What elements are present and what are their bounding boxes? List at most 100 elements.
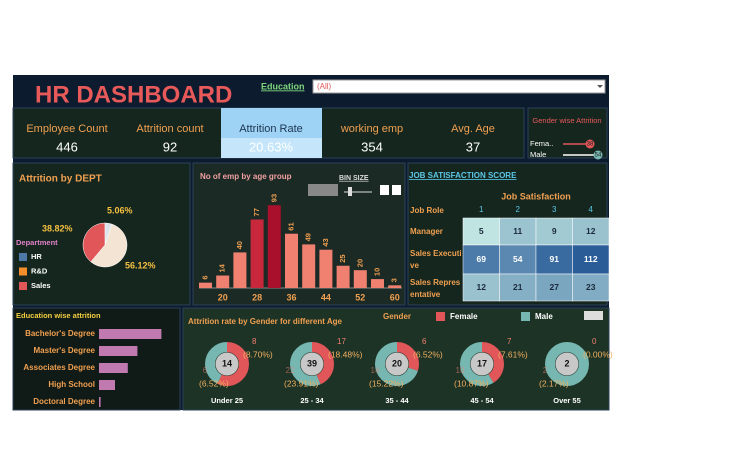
- bin-size-input[interactable]: [308, 184, 338, 196]
- x-tick-label: 52: [355, 292, 365, 302]
- pie-label: 5.06%: [107, 205, 133, 215]
- x-tick-label: 20: [218, 292, 228, 302]
- kpi-value: 37: [466, 139, 480, 154]
- x-tick-label: 44: [321, 292, 331, 302]
- filter-value: (All): [317, 82, 332, 91]
- bar: [99, 397, 101, 407]
- male-count: 10: [456, 366, 465, 375]
- female-count: 8: [252, 337, 257, 346]
- heatmap-cell: [499, 244, 537, 275]
- chart-title: No of emp by age group: [200, 172, 292, 181]
- female-count: 6: [422, 337, 427, 346]
- donut-segment: [290, 342, 334, 386]
- kpi-value: 354: [361, 139, 383, 154]
- donut-total: 39: [307, 358, 317, 368]
- cell-label: 91: [550, 254, 560, 264]
- heatmap-cell: [462, 273, 500, 302]
- male-count: 6: [203, 366, 208, 375]
- dashboard-title: HR DASHBOARD: [35, 81, 232, 108]
- filter-dropdown[interactable]: [312, 79, 606, 94]
- bar: [371, 279, 384, 288]
- bar: [250, 219, 264, 288]
- male-count: 2: [543, 366, 548, 375]
- chart-title: Attrition by DEPT: [19, 174, 102, 185]
- legend-label: HR: [31, 252, 42, 261]
- kpi-highlight: [221, 108, 322, 138]
- pie-slice: [82, 222, 106, 263]
- donut-segment: [545, 342, 589, 386]
- gender-filter-value: 38: [587, 142, 594, 148]
- scroll-buttons[interactable]: [584, 311, 603, 320]
- heatmap-cell: [462, 217, 500, 246]
- category-label: 35 - 44: [385, 396, 409, 405]
- gender-filter-title: Gender wise Attrition: [532, 116, 601, 125]
- legend-label: Male: [535, 312, 553, 321]
- kpi-value: 92: [163, 139, 177, 154]
- column-label: 2: [516, 205, 521, 214]
- bar: [267, 205, 281, 288]
- filter-label: Education: [261, 81, 305, 91]
- x-axis-title: Job Satisfaction: [501, 191, 571, 201]
- category-label: Bachelor's Degree: [25, 329, 95, 338]
- donut-total: 17: [477, 358, 487, 368]
- bar: [319, 249, 333, 288]
- cell-label: 69: [477, 254, 487, 264]
- bar: [99, 363, 128, 373]
- x-tick-label: 60: [390, 292, 400, 302]
- cell-label: 12: [477, 282, 487, 292]
- female-percent: (18.48%): [328, 349, 363, 359]
- gender-slider-knob: [593, 150, 603, 160]
- legend-swatch: [436, 312, 445, 321]
- female-percent: (0.00%): [583, 349, 613, 359]
- next-button[interactable]: [392, 185, 401, 195]
- prev-button[interactable]: [380, 185, 389, 195]
- male-percent: (6.52%): [199, 378, 229, 388]
- kpi-label: Employee Count: [26, 123, 107, 135]
- legend-label: R&D: [31, 266, 48, 275]
- bar-value-label: 61: [286, 222, 295, 230]
- donut-segment: [205, 342, 249, 386]
- kpi-label: Attrition Rate: [239, 123, 303, 135]
- male-percent: (23.91%): [284, 378, 319, 388]
- gender-panel: [527, 107, 608, 159]
- female-percent: (8.70%): [243, 349, 273, 359]
- legend-title: Gender: [383, 312, 411, 321]
- bar-value-label: 43: [321, 238, 330, 246]
- bar: [285, 233, 298, 288]
- cell-label: 9: [552, 226, 557, 236]
- gender-slider-knob: [585, 139, 595, 149]
- heatmap-cell: [572, 217, 610, 246]
- donut-total: 20: [392, 358, 402, 368]
- cell-label: 12: [586, 226, 596, 236]
- bar: [336, 265, 350, 288]
- donut-segment: [460, 342, 504, 386]
- pie-slice: [90, 223, 128, 268]
- bar: [99, 346, 138, 356]
- kpi-value: 446: [56, 139, 78, 154]
- gender-filter-label: Male: [530, 150, 546, 159]
- heatmap-cell: [462, 244, 500, 275]
- donut-center: [385, 352, 409, 376]
- female-count: 7: [507, 337, 512, 346]
- category-label: Under 25: [211, 396, 243, 405]
- bin-slider-knob[interactable]: [348, 187, 352, 196]
- pie-label: 38.82%: [42, 223, 73, 233]
- column-label: 4: [589, 205, 594, 214]
- kpi-label: Attrition count: [136, 123, 203, 135]
- kpi-value: 20.63%: [249, 139, 294, 154]
- kpi-highlight: [221, 138, 322, 158]
- bar-value-label: 25: [338, 254, 347, 262]
- chart-title: Attrition rate by Gender for different A…: [188, 317, 342, 326]
- donut-total: 14: [222, 358, 232, 368]
- bar: [216, 275, 230, 288]
- heatmap-cell: [535, 217, 573, 246]
- row-label: Manager: [410, 227, 443, 236]
- row-label: Sales Representative: [410, 278, 461, 299]
- legend-swatch: [19, 282, 27, 290]
- male-count: 14: [371, 366, 380, 375]
- bar: [99, 329, 162, 339]
- category-label: High School: [48, 380, 95, 389]
- chart-title: JOB SATISFACTION SCORE: [409, 171, 517, 180]
- heatmap-cell: [499, 273, 537, 302]
